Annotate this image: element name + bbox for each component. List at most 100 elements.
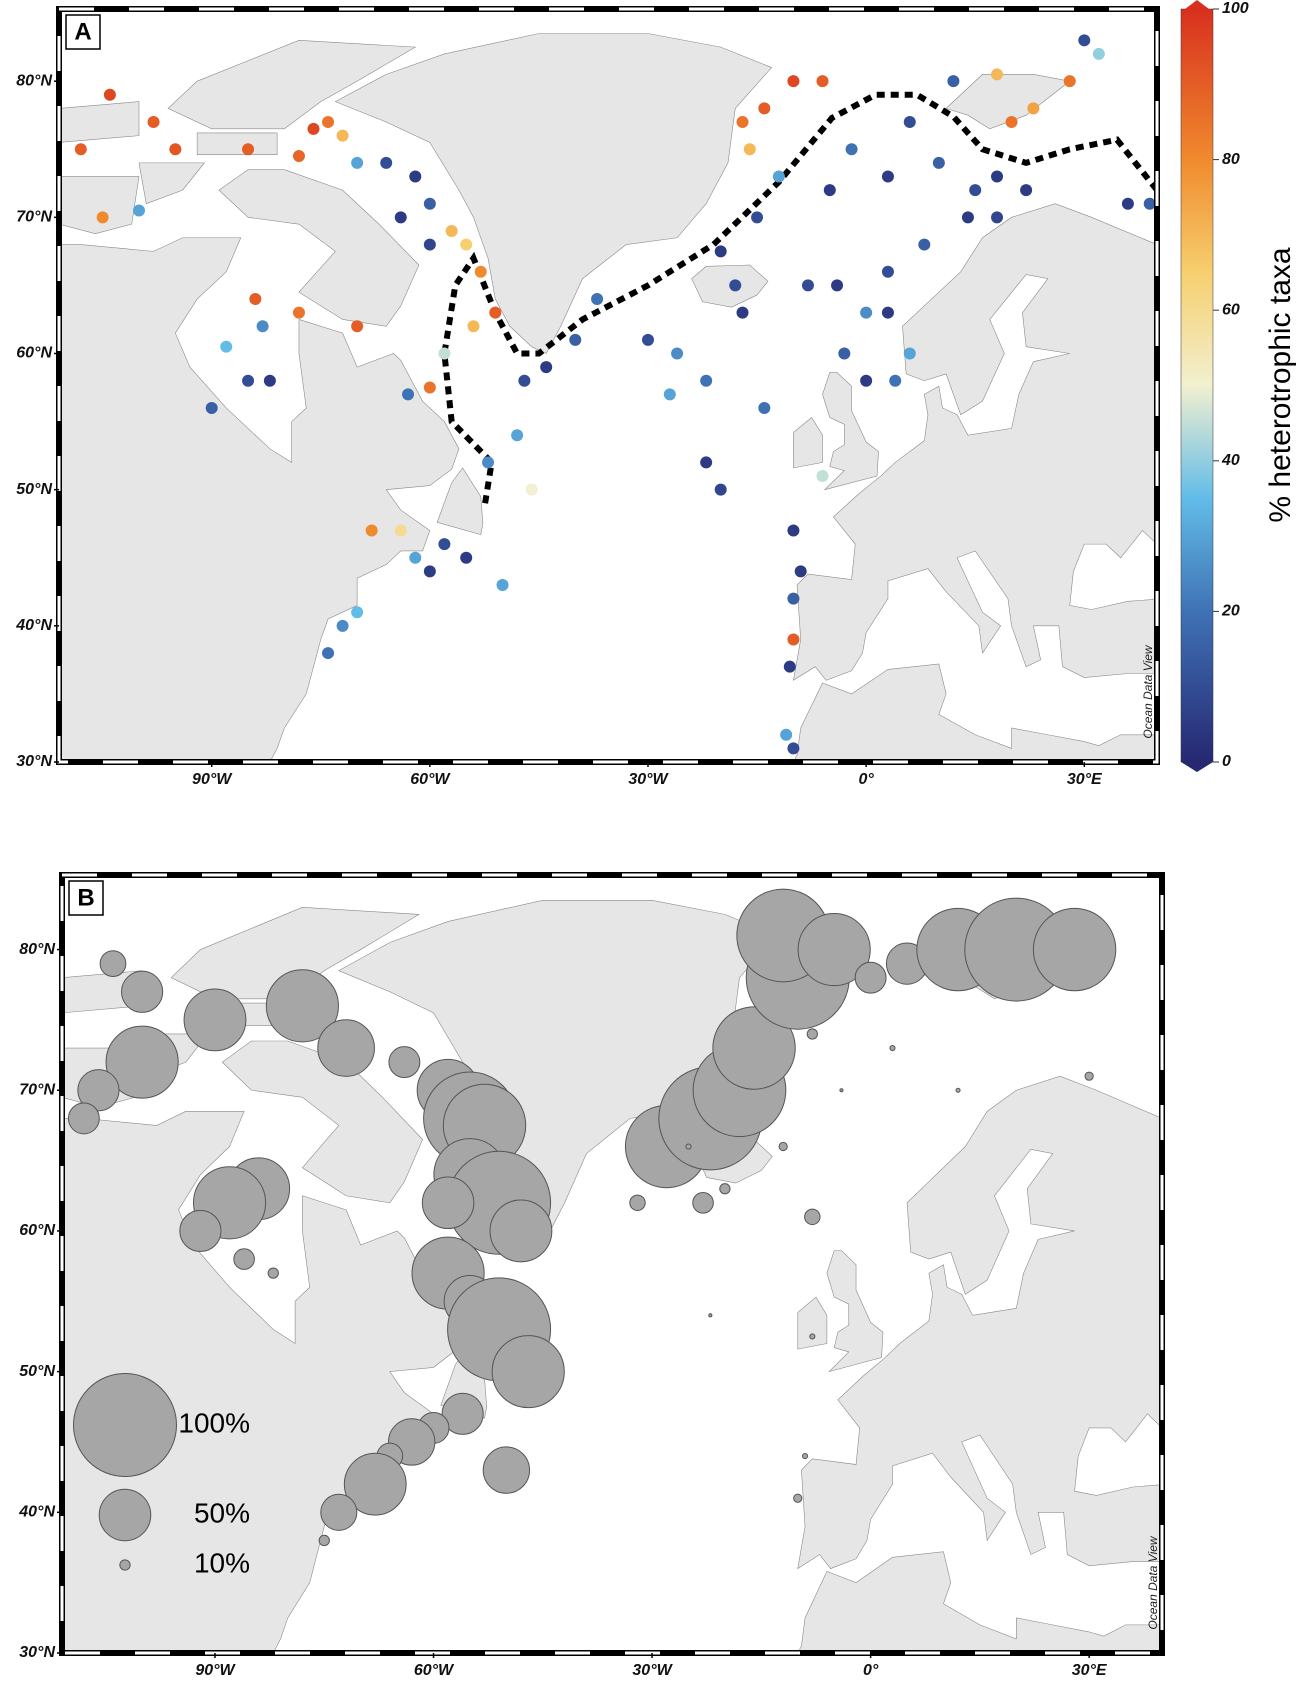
bubble [629, 1194, 646, 1212]
station [991, 68, 1004, 81]
bubble [67, 1102, 100, 1135]
bubble [317, 1019, 375, 1077]
panel-label-box [65, 14, 101, 50]
station [169, 143, 182, 156]
station [496, 578, 509, 591]
bubble [955, 1087, 961, 1093]
station [816, 470, 829, 483]
bubble [233, 1248, 255, 1270]
bubble [99, 950, 127, 978]
bubble [778, 1141, 788, 1152]
land [59, 101, 140, 143]
bubble [804, 1208, 821, 1226]
x-tick-label: 30°E [1067, 771, 1103, 788]
station [700, 456, 713, 469]
station [409, 170, 422, 183]
legend-bubble [73, 1373, 177, 1477]
colorbar-cap [1181, 0, 1213, 12]
panel-label: B [77, 884, 94, 911]
bubble [719, 1183, 731, 1195]
watermark: Ocean Data View [1146, 1535, 1160, 1629]
station [780, 728, 793, 741]
station [249, 293, 262, 306]
bubble [121, 970, 164, 1013]
station [380, 156, 393, 169]
station [445, 224, 458, 237]
station [423, 565, 436, 578]
station [242, 143, 255, 156]
station [460, 238, 473, 251]
frame-dash [57, 7, 1159, 764]
bubble [421, 1176, 475, 1230]
station [903, 116, 916, 129]
station [845, 143, 858, 156]
station [714, 245, 727, 258]
station [743, 143, 756, 156]
station [736, 116, 749, 129]
station [787, 742, 800, 755]
watermark: Ocean Data View [1141, 644, 1155, 738]
legend-bubble [98, 1488, 152, 1542]
y-tick-label: 40°N [15, 617, 52, 634]
station [132, 204, 145, 217]
y-tick-label: 70°N [19, 1081, 55, 1098]
station [438, 347, 451, 360]
station [423, 197, 436, 210]
land [793, 417, 823, 469]
bubble [712, 1006, 796, 1090]
station [242, 374, 255, 387]
land [793, 203, 1157, 681]
bubble [797, 913, 871, 987]
y-tick-label: 30°N [19, 1644, 55, 1661]
station [991, 170, 1004, 183]
bubble [708, 1313, 713, 1318]
x-tick-label: 30°E [1072, 1662, 1108, 1679]
station [402, 388, 415, 401]
x-tick-label: 60°W [410, 771, 451, 788]
land [218, 169, 420, 327]
colorbar-tick-label: 20 [1221, 603, 1240, 620]
y-tick-label: 80°N [19, 941, 55, 958]
station [1027, 102, 1040, 115]
station [336, 619, 349, 632]
y-tick-label: 50°N [19, 1363, 55, 1380]
station [671, 347, 684, 360]
land [138, 162, 206, 205]
bubble [685, 1143, 692, 1150]
station [787, 75, 800, 88]
station [751, 211, 764, 224]
bubble [839, 1088, 844, 1093]
land [826, 1250, 884, 1373]
station [351, 156, 364, 169]
station [474, 265, 487, 278]
station [641, 333, 654, 346]
bubble [491, 1335, 565, 1409]
bubble [441, 1392, 484, 1435]
station [292, 306, 305, 319]
station [569, 333, 582, 346]
station [1121, 197, 1134, 210]
land [797, 1551, 1162, 1653]
panel-label: A [74, 18, 91, 45]
x-tick-label: 60°W [414, 1662, 455, 1679]
land [334, 33, 773, 354]
bubble [1032, 907, 1117, 992]
station [96, 211, 109, 224]
station [322, 116, 335, 129]
x-tick-label: 30°W [628, 771, 669, 788]
front-line [441, 91, 1157, 504]
station [74, 143, 87, 156]
station [263, 374, 276, 387]
station [961, 211, 974, 224]
station [903, 347, 916, 360]
bubble [265, 969, 339, 1043]
station [394, 211, 407, 224]
station [518, 374, 531, 387]
bubble [388, 1046, 421, 1079]
x-tick-label: 0° [863, 1662, 879, 1679]
station [409, 551, 422, 564]
station [783, 660, 796, 673]
panel-label-box [68, 880, 104, 916]
station [787, 633, 800, 646]
station [1092, 47, 1105, 60]
